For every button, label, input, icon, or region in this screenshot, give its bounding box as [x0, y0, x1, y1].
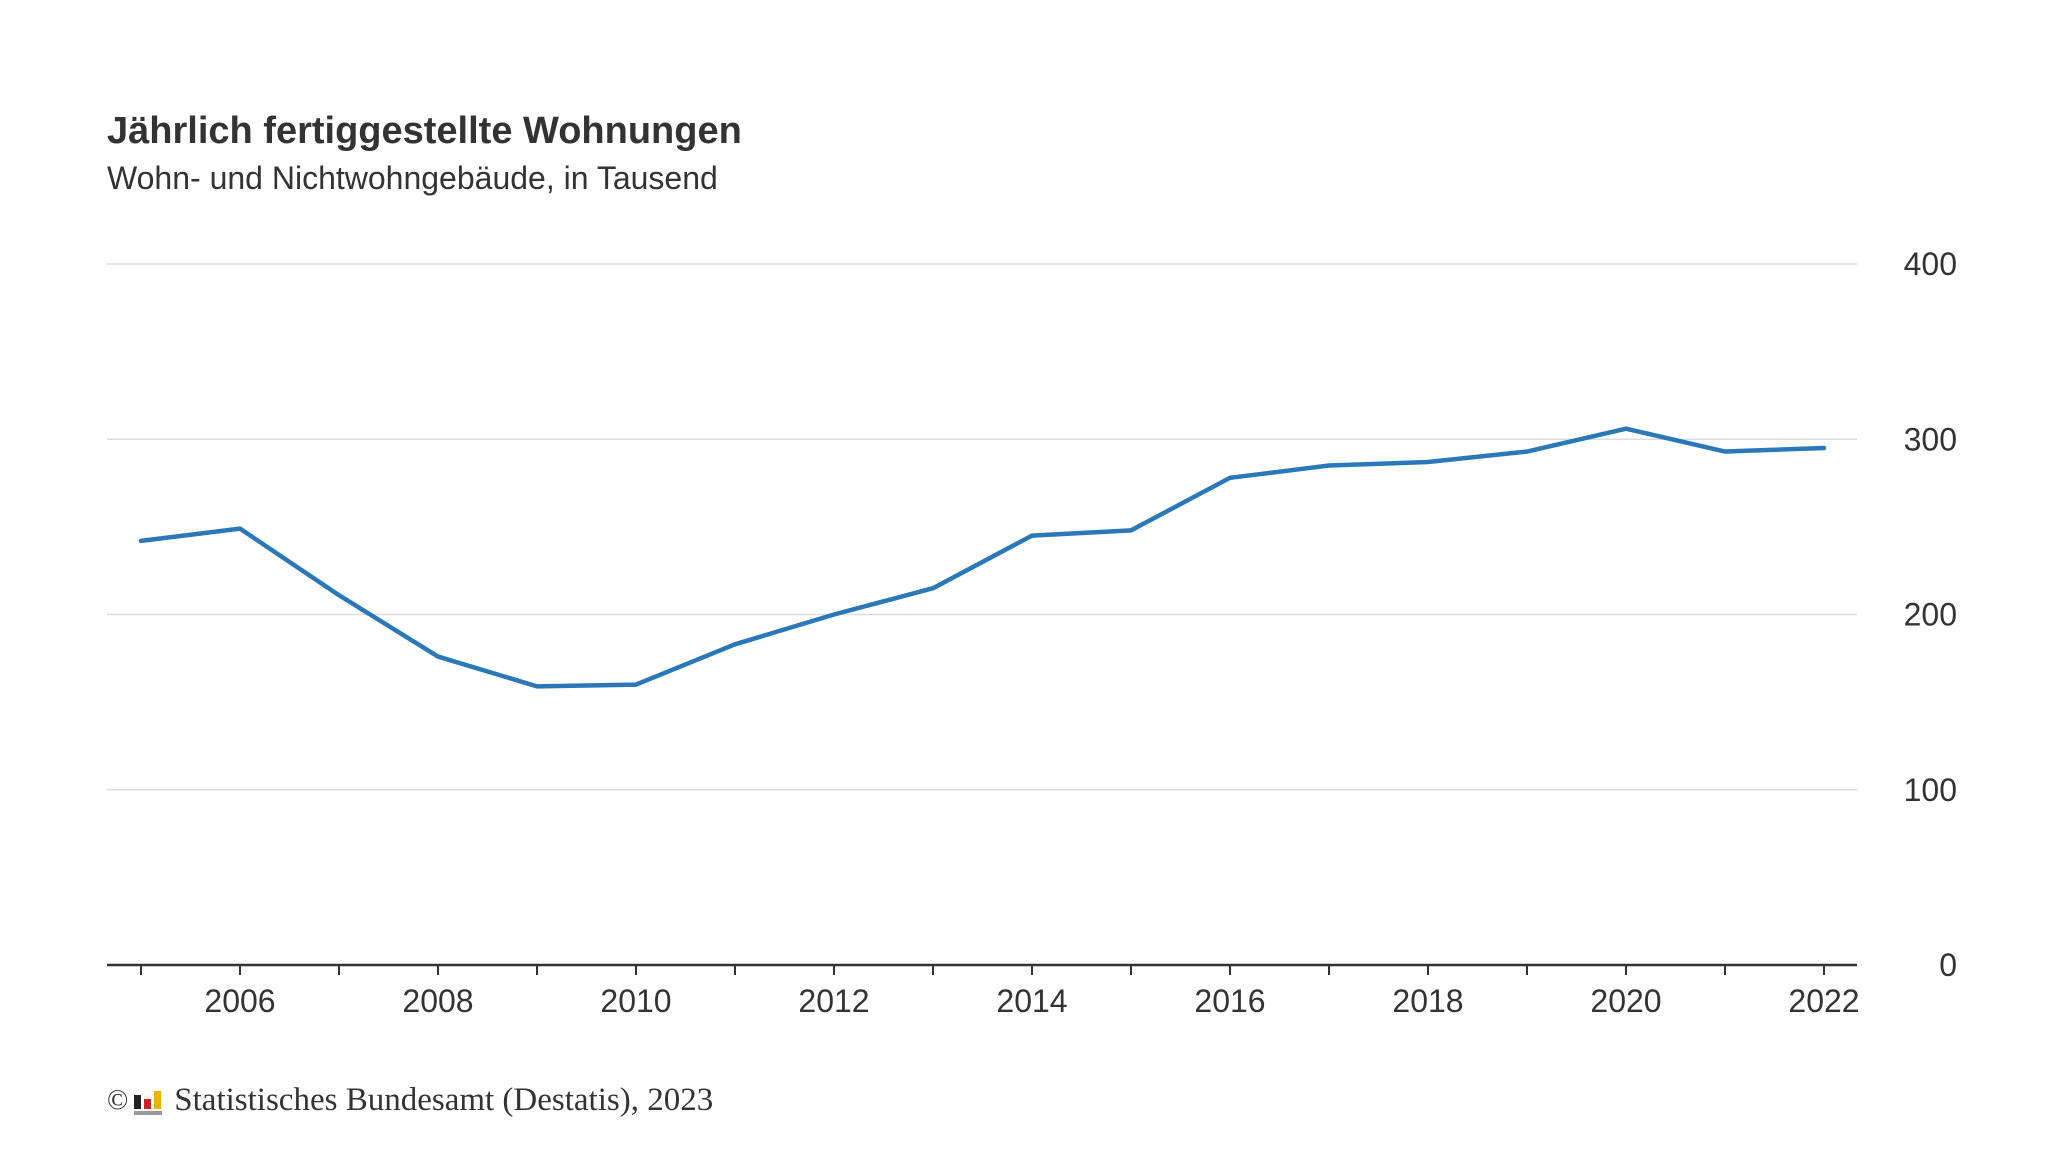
- data-point: [436, 654, 440, 659]
- data-point: [1327, 463, 1331, 468]
- data-point: [1228, 475, 1232, 480]
- data-point: [1723, 449, 1727, 454]
- x-tick-label: 2006: [204, 983, 275, 1019]
- chart-title: Jährlich fertiggestellte Wohnungen: [107, 110, 742, 152]
- data-point: [1525, 449, 1529, 454]
- tick-labels: 0 100 200 300 400 2006 2008 2010 2012 2014 2016 201…: [204, 246, 1957, 1019]
- y-tick-label: 200: [1904, 597, 1957, 633]
- y-tick-label: 300: [1904, 421, 1957, 457]
- data-point: [238, 526, 242, 531]
- chart-subtitle: Wohn- und Nichtwohngebäude, in Tausend: [107, 160, 718, 196]
- y-tick-label: 100: [1904, 772, 1957, 808]
- x-tick-label: 2020: [1590, 983, 1661, 1019]
- data-point: [1822, 446, 1826, 451]
- x-tick-label: 2022: [1788, 983, 1859, 1019]
- y-tick-label: 0: [1939, 947, 1957, 983]
- y-tick-label: 400: [1904, 246, 1957, 282]
- data-point: [1030, 533, 1034, 538]
- data-point: [139, 538, 143, 543]
- data-point: [832, 612, 836, 617]
- source-text: Statistisches Bundesamt (Destatis), 2023: [174, 1082, 714, 1118]
- copyright-symbol: ©: [107, 1084, 129, 1116]
- data-point: [634, 682, 638, 687]
- data-point: [1129, 528, 1133, 533]
- data-point: [931, 586, 935, 591]
- x-tick-label: 2008: [402, 983, 473, 1019]
- data-point: [535, 684, 539, 689]
- data-point: [1624, 426, 1628, 431]
- source-credit: © Statistisches Bundesamt (Destatis), 20…: [107, 1082, 713, 1119]
- x-tick-label: 2010: [600, 983, 671, 1019]
- data-point: [733, 642, 737, 647]
- x-tick-label: 2014: [996, 983, 1067, 1019]
- destatis-logo-icon: [134, 1087, 164, 1115]
- data-point: [337, 593, 341, 598]
- data-point: [1426, 460, 1430, 465]
- x-axis: [107, 963, 1857, 975]
- series-layer: [138, 426, 1827, 689]
- gridlines: [107, 263, 1857, 791]
- x-tick-label: 2018: [1392, 983, 1463, 1019]
- x-tick-label: 2012: [798, 983, 869, 1019]
- series-line: [138, 426, 1827, 689]
- x-tick-label: 2016: [1194, 983, 1265, 1019]
